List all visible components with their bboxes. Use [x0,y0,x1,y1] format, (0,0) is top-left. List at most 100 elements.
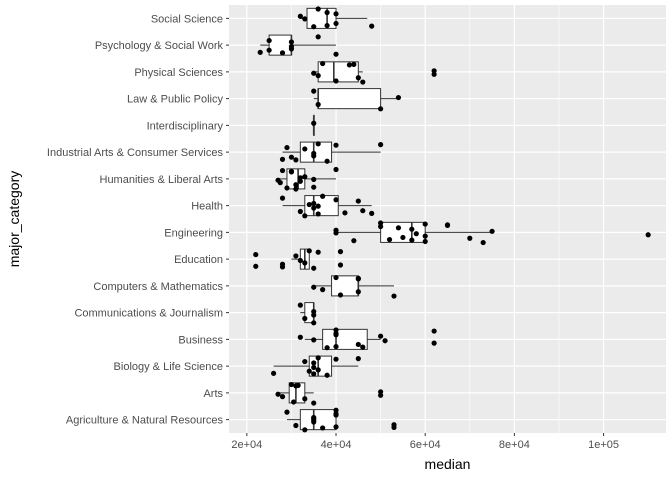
data-point [297,13,303,19]
data-point [311,88,317,94]
y-tick-label: Agriculture & Natural Resources [66,415,224,427]
data-point [297,302,303,308]
data-point [324,345,330,351]
data-point [431,71,437,77]
data-point [645,232,651,238]
y-tick-label: Humanities & Liberal Arts [100,174,224,186]
data-point [257,49,263,55]
x-tick-label: 8e+04 [499,439,530,451]
data-point [266,47,272,53]
box-iqr [299,409,337,431]
data-point [311,184,317,190]
data-point [311,24,317,30]
data-point [315,249,321,255]
data-point [279,50,286,56]
data-point [288,381,295,388]
data-point [355,75,361,81]
data-point [413,231,419,237]
data-point [320,60,326,67]
data-point [311,337,317,343]
data-point [302,260,308,266]
data-point [311,70,317,76]
x-axis: 2e+04 4e+04 6e+04 8e+04 1e+05 [231,433,619,451]
data-point [288,168,295,174]
x-tick-label: 4e+04 [321,439,352,451]
data-point [315,211,321,217]
data-point [284,144,290,151]
data-point [378,223,384,230]
data-point [297,208,303,215]
data-point [293,182,299,188]
data-point [311,153,317,159]
data-point [355,289,361,295]
y-tick-label: Engineering [164,227,223,239]
data-point [279,167,286,174]
box-iqr [288,382,306,404]
y-tick-label: Health [191,201,223,213]
data-point [333,412,339,418]
data-point [277,180,283,186]
data-point [378,142,384,148]
data-point [409,226,415,232]
data-point [333,197,339,203]
data-point [369,210,375,216]
data-point [284,409,290,415]
data-point [333,51,339,57]
data-point [333,274,339,281]
data-point [311,176,317,183]
y-tick-label: Biology & Life Science [114,361,223,373]
data-point [489,228,495,234]
data-point [315,34,321,40]
data-point [369,23,375,29]
data-point [311,364,317,371]
data-point [311,360,317,366]
data-point [355,356,361,362]
data-point [351,238,357,244]
x-axis-title: median [425,456,471,472]
data-point [400,234,406,241]
data-point [360,208,366,214]
data-point [333,142,339,148]
data-point [422,233,428,239]
data-point [288,39,295,45]
data-point [333,424,339,430]
data-point [355,198,361,204]
data-point [351,61,357,67]
y-tick-label: Interdisciplinary [147,120,224,132]
y-tick-label: Physical Sciences [134,67,223,79]
data-point [333,78,339,84]
data-point [315,101,321,108]
data-point [295,382,301,388]
data-point [480,239,486,246]
data-point [288,154,295,160]
box-iqr [317,88,382,110]
y-axis-title: major_category [6,171,22,268]
data-point [355,341,361,348]
data-point [391,293,397,299]
y-tick-label: Law & Public Policy [127,94,223,106]
data-point [315,203,321,209]
data-point [320,287,326,293]
data-point [355,275,361,281]
data-point [422,238,428,245]
data-point [395,94,402,101]
data-point [324,158,330,164]
data-point [409,237,415,243]
jitter-points [253,6,651,433]
data-point [333,20,339,27]
data-point [431,340,437,346]
data-point [297,334,303,340]
data-point [306,201,312,208]
data-point [311,120,317,126]
data-point [311,265,317,271]
data-point [297,178,303,184]
data-point [302,213,308,219]
boxplot-8 [282,195,372,217]
data-point [284,185,290,191]
data-point [275,391,281,397]
data-point [333,11,339,17]
data-point [302,174,308,180]
box-iqr [306,7,337,29]
y-tick-label: Industrial Arts & Consumer Services [47,147,224,159]
data-point [297,257,303,264]
